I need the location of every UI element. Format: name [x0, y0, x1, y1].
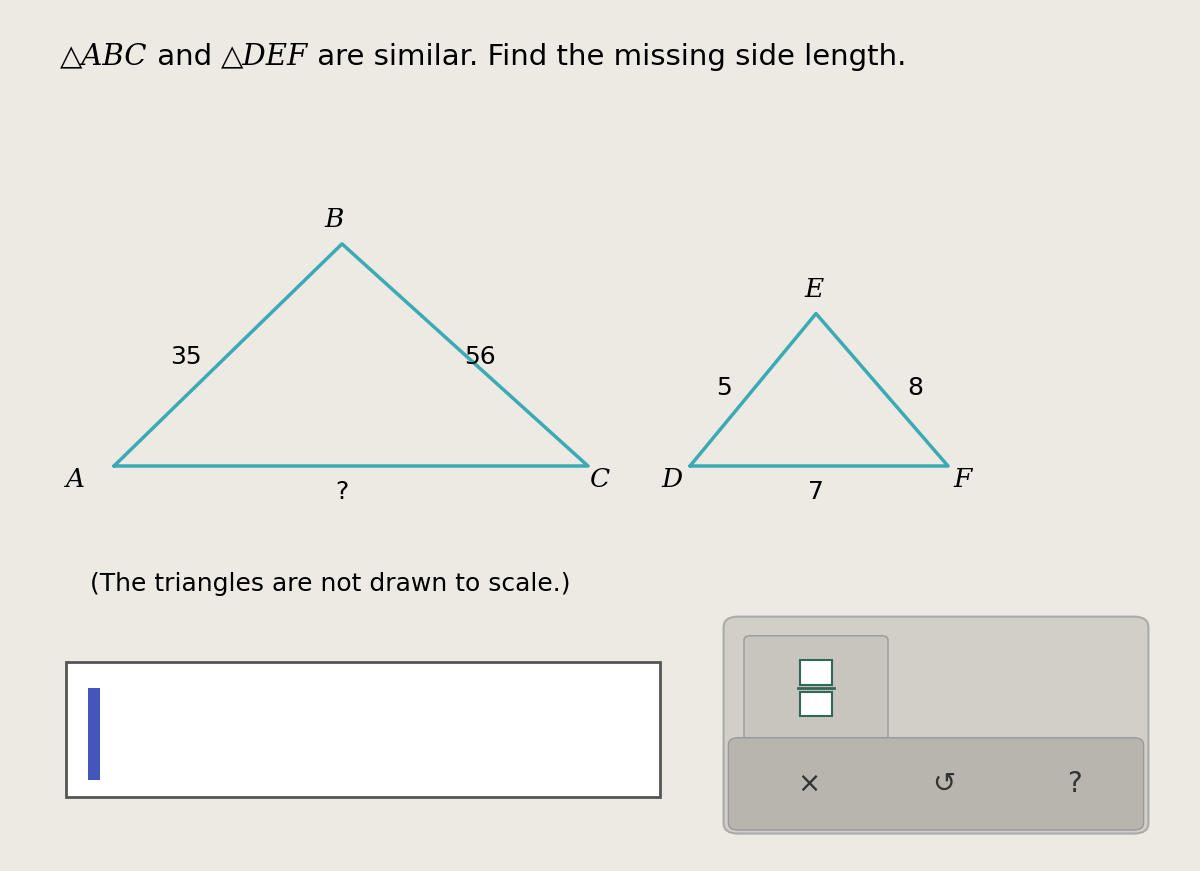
- Text: 35: 35: [170, 345, 202, 369]
- Text: △ABC: △ABC: [60, 43, 148, 71]
- Text: ?: ?: [335, 480, 349, 504]
- Text: 5: 5: [715, 375, 732, 400]
- Text: ×: ×: [798, 770, 821, 798]
- FancyBboxPatch shape: [66, 662, 660, 797]
- Text: 8: 8: [907, 375, 924, 400]
- FancyBboxPatch shape: [744, 636, 888, 740]
- Text: △DEF: △DEF: [221, 43, 308, 71]
- Bar: [88, 688, 100, 780]
- Text: D: D: [661, 467, 683, 491]
- Text: A: A: [65, 467, 84, 491]
- Text: 56: 56: [464, 345, 496, 369]
- FancyBboxPatch shape: [724, 617, 1148, 834]
- Text: ?: ?: [1067, 770, 1082, 798]
- Text: 7: 7: [808, 480, 824, 504]
- Text: (The triangles are not drawn to scale.): (The triangles are not drawn to scale.): [90, 571, 570, 596]
- Bar: [800, 660, 832, 685]
- Text: C: C: [590, 467, 610, 491]
- Text: are similar. Find the missing side length.: are similar. Find the missing side lengt…: [308, 43, 906, 71]
- Text: and: and: [148, 43, 221, 71]
- Text: E: E: [804, 277, 823, 301]
- Bar: [800, 692, 832, 716]
- Text: F: F: [953, 467, 972, 491]
- Text: ↺: ↺: [932, 770, 955, 798]
- FancyBboxPatch shape: [728, 738, 1144, 830]
- Text: B: B: [324, 207, 343, 232]
